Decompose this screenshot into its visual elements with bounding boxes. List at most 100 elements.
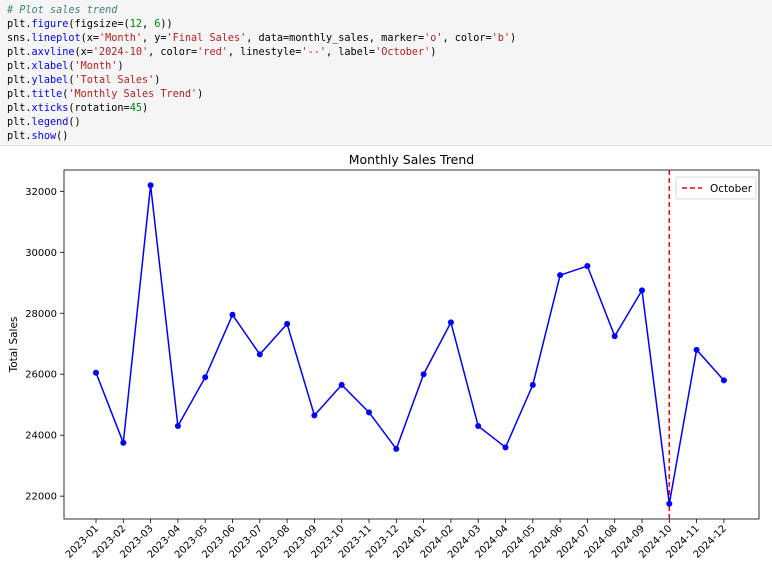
line-chart: Monthly Sales Trend Total Sales 22000 24000… <box>8 152 760 561</box>
code-token: lineplot <box>31 33 81 44</box>
code-line: plt.legend() <box>7 116 81 130</box>
data-point <box>611 333 618 340</box>
code-line: plt.show() <box>7 130 68 144</box>
data-point <box>120 439 127 446</box>
code-token: xticks <box>31 103 69 114</box>
y-tick-label: 22000 <box>25 492 57 503</box>
code-line: plt.figure(figsize=(12, 6)) <box>7 18 173 32</box>
code-token: legend <box>31 117 69 128</box>
code-token: 'Month' <box>99 33 142 44</box>
data-point <box>256 351 263 358</box>
code-token: 'Monthly Sales Trend' <box>68 89 198 100</box>
code-token: ) <box>141 103 149 114</box>
code-token: ) <box>117 61 124 72</box>
data-point <box>338 381 345 388</box>
code-line: plt.xlabel('Month') <box>7 60 124 74</box>
code-token: 'o' <box>424 33 443 44</box>
code-token: (x= <box>80 33 100 44</box>
code-token: plt. <box>7 19 32 30</box>
code-token: show <box>31 131 57 142</box>
data-point <box>557 272 564 279</box>
code-line: sns.lineplot(x='Month', y='Final Sales',… <box>7 32 516 46</box>
code-token: (figsize=( <box>68 19 130 30</box>
data-point <box>311 412 318 419</box>
code-token: (x= <box>74 47 93 58</box>
data-point <box>720 377 727 384</box>
code-cell[interactable]: # Plot sales trend plt.figure(figsize=(12… <box>0 0 772 146</box>
code-token: plt. <box>7 61 32 72</box>
y-axis-label: Total Sales <box>8 317 20 374</box>
code-token: 'Total Sales' <box>74 75 155 86</box>
code-token: title <box>31 89 63 100</box>
output-area: Monthly Sales Trend Total Sales 22000 24000… <box>0 146 772 569</box>
code-token: ) <box>430 47 437 58</box>
data-point <box>366 409 372 416</box>
code-token: ( <box>68 75 75 86</box>
code-token: '--' <box>301 47 326 58</box>
data-point <box>584 263 591 270</box>
code-token: axvline <box>31 47 75 58</box>
data-point <box>447 319 454 326</box>
code-token: plt. <box>7 47 32 58</box>
code-token: 'Month' <box>74 61 118 72</box>
y-tick-label: 32000 <box>25 187 57 198</box>
data-point <box>693 346 700 353</box>
code-token: , color= <box>148 47 198 58</box>
data-point <box>393 445 400 452</box>
data-point <box>93 369 99 376</box>
code-line: plt.ylabel('Total Sales') <box>7 74 160 88</box>
code-token: , label= <box>326 47 376 58</box>
code-token: , linestyle= <box>227 47 302 58</box>
code-token: (rotation= <box>68 103 130 114</box>
data-point <box>202 374 209 381</box>
series-line <box>95 185 725 504</box>
code-token: () <box>68 117 81 128</box>
data-point <box>147 182 154 189</box>
code-token: ) <box>197 89 204 100</box>
y-tick-label: 28000 <box>25 309 57 320</box>
code-token: , color= <box>442 33 492 44</box>
code-token: plt. <box>7 75 32 86</box>
code-line: plt.axvline(x='2024-10', color='red', li… <box>7 46 436 60</box>
data-point <box>639 287 645 294</box>
code-token: plt. <box>7 103 32 114</box>
code-token: () <box>56 131 69 142</box>
chart-title: Monthly Sales Trend <box>349 152 474 167</box>
y-tick-label: 26000 <box>25 370 57 381</box>
code-token: 6 <box>154 19 161 30</box>
y-tick-label: 24000 <box>25 431 57 442</box>
code-token: ) <box>510 33 517 44</box>
code-token: )) <box>160 19 173 30</box>
data-point <box>666 500 673 507</box>
code-token: ( <box>62 89 69 100</box>
code-token: 45 <box>129 103 142 114</box>
code-token: 12 <box>129 19 142 30</box>
code-token: 'red' <box>197 47 228 58</box>
code-token: figure <box>31 19 69 30</box>
data-point <box>284 320 291 327</box>
data-point <box>529 381 536 388</box>
code-token: 'b' <box>491 33 511 44</box>
legend-label: October <box>710 183 753 195</box>
code-token: , y= <box>141 33 167 44</box>
code-line: # Plot sales trend <box>7 4 117 18</box>
axes-frame <box>63 169 760 520</box>
code-token: plt. <box>7 117 32 128</box>
code-line: plt.title('Monthly Sales Trend') <box>7 88 203 102</box>
data-point <box>174 423 181 430</box>
data-point <box>502 444 509 451</box>
code-token: ) <box>154 75 161 86</box>
code-token: # Plot sales trend <box>7 5 118 16</box>
y-tick-label: 30000 <box>25 248 57 259</box>
code-token: 'Final Sales' <box>166 33 247 44</box>
code-token: plt. <box>7 131 32 142</box>
code-token: ylabel <box>31 75 69 86</box>
data-point <box>229 311 236 318</box>
code-token: , data=monthly_sales, marker= <box>246 33 425 44</box>
code-line: plt.xticks(rotation=45) <box>7 102 148 116</box>
data-point <box>420 371 427 378</box>
code-token: , <box>141 19 155 30</box>
code-token: plt. <box>7 89 32 100</box>
code-token: 'October' <box>375 47 431 58</box>
legend-box <box>675 176 757 200</box>
